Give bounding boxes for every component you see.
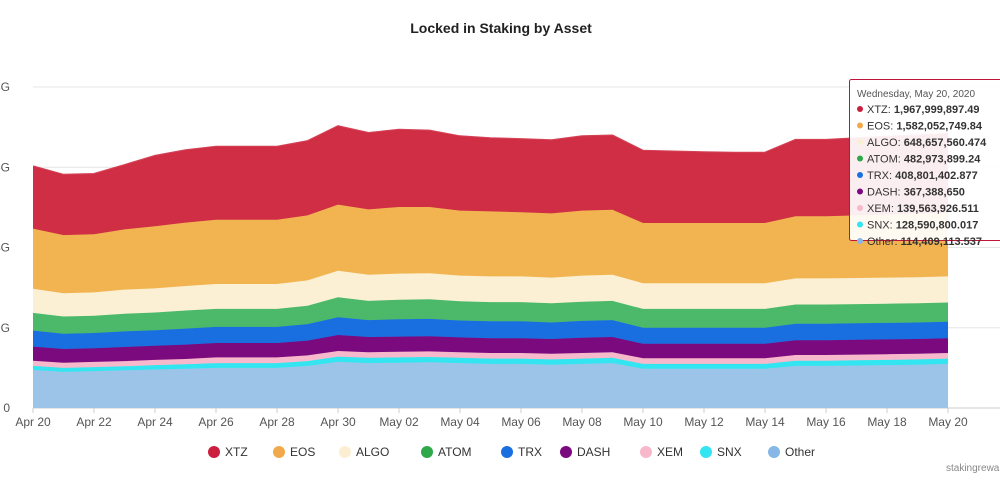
x-tick-label: May 14 <box>745 415 785 429</box>
legend-marker-atom <box>421 446 433 458</box>
x-tick-label: Apr 28 <box>259 415 295 429</box>
tooltip-marker <box>857 106 863 112</box>
chart-title: Locked in Staking by Asset <box>410 20 592 36</box>
y-tick-label: 4G <box>0 241 10 255</box>
area-dash[interactable] <box>33 335 948 363</box>
area-trx[interactable] <box>33 317 948 349</box>
x-tick-label: May 08 <box>562 415 602 429</box>
x-tick-label: May 12 <box>684 415 724 429</box>
tooltip-row: TRX: 408,801,402.877 <box>867 170 978 182</box>
x-axis: Apr 20 Apr 22 Apr 24 Apr 26 Apr 28 Apr 30 May … <box>15 408 968 429</box>
legend-label-xem[interactable]: XEM <box>657 445 683 459</box>
tooltip-marker <box>857 221 863 228</box>
chart-credit: stakingrewards <box>946 463 1000 474</box>
y-tick-label: 2G <box>0 321 10 335</box>
legend-label-xtz[interactable]: XTZ <box>225 445 248 459</box>
legend: XTZ EOS ALGO ATOM TRX DASH XEM SNX Other <box>208 445 815 459</box>
tooltip-row: EOS: 1,582,052,749.84 <box>867 121 983 133</box>
legend-label-dash[interactable]: DASH <box>577 445 610 459</box>
tooltip-row: ATOM: 482,973,899.24 <box>867 154 981 166</box>
tooltip-marker <box>857 122 863 129</box>
legend-label-other[interactable]: Other <box>785 445 815 459</box>
area-algo[interactable] <box>33 270 948 317</box>
legend-marker-other <box>768 446 780 458</box>
x-tick-label: Apr 26 <box>198 415 234 429</box>
x-tick-label: May 02 <box>379 415 419 429</box>
tooltip-row: XTZ: 1,967,999,897.49 <box>867 104 980 116</box>
legend-label-eos[interactable]: EOS <box>290 445 315 459</box>
tooltip-marker <box>857 205 863 211</box>
legend-marker-xem <box>640 446 652 458</box>
tooltip-row: DASH: 367,388,650 <box>867 187 965 199</box>
tooltip-row: XEM: 139,563,926.511 <box>867 203 979 215</box>
x-tick-label: May 04 <box>440 415 480 429</box>
area-eos[interactable] <box>33 204 948 294</box>
x-tick-label: Apr 30 <box>320 415 356 429</box>
legend-marker-snx <box>700 446 712 458</box>
area-xem[interactable] <box>33 351 948 368</box>
tooltip-box <box>849 79 1000 241</box>
x-tick-label: May 18 <box>867 415 907 429</box>
tooltip-date: Wednesday, May 20, 2020 <box>857 89 975 100</box>
x-tick-label: May 20 <box>928 415 968 429</box>
line-xtz <box>33 125 949 177</box>
legend-label-trx[interactable]: TRX <box>518 445 542 459</box>
tooltip-marker <box>857 172 863 178</box>
x-tick-label: Apr 20 <box>15 415 51 429</box>
tooltip-row: ALGO: 648,657,560.474 <box>867 137 987 149</box>
x-tick-label: May 10 <box>623 415 663 429</box>
tooltip-row: Other: 114,409,113.537 <box>867 236 982 248</box>
y-tick-label: 0 <box>3 401 10 415</box>
tooltip-marker <box>857 155 863 162</box>
legend-marker-trx <box>501 446 513 458</box>
legend-label-atom[interactable]: ATOM <box>438 445 472 459</box>
legend-marker-xtz <box>208 446 220 458</box>
y-tick-label: 8G <box>0 80 10 94</box>
legend-marker-eos <box>273 446 285 458</box>
legend-label-snx[interactable]: SNX <box>717 445 742 459</box>
tooltip-marker <box>857 188 863 195</box>
tooltip-row: SNX: 128,590,800.017 <box>867 220 978 232</box>
y-tick-label: 6G <box>0 160 10 174</box>
x-tick-label: Apr 24 <box>137 415 173 429</box>
legend-label-algo[interactable]: ALGO <box>356 445 389 459</box>
x-tick-label: May 16 <box>806 415 846 429</box>
stacked-areas[interactable] <box>33 125 949 408</box>
tooltip: Wednesday, May 20, 2020 XTZ: 1,967,999,89… <box>849 79 1000 248</box>
area-snx[interactable] <box>33 356 948 372</box>
legend-marker-algo <box>339 446 351 458</box>
legend-marker-dash <box>560 446 572 458</box>
x-tick-label: Apr 22 <box>76 415 112 429</box>
y-axis: 0 2G 4G 6G 8G <box>0 80 10 415</box>
tooltip-marker <box>857 238 863 244</box>
tooltip-marker <box>857 139 863 145</box>
area-atom[interactable] <box>33 297 948 334</box>
area-other[interactable] <box>33 361 948 408</box>
x-tick-label: May 06 <box>501 415 541 429</box>
